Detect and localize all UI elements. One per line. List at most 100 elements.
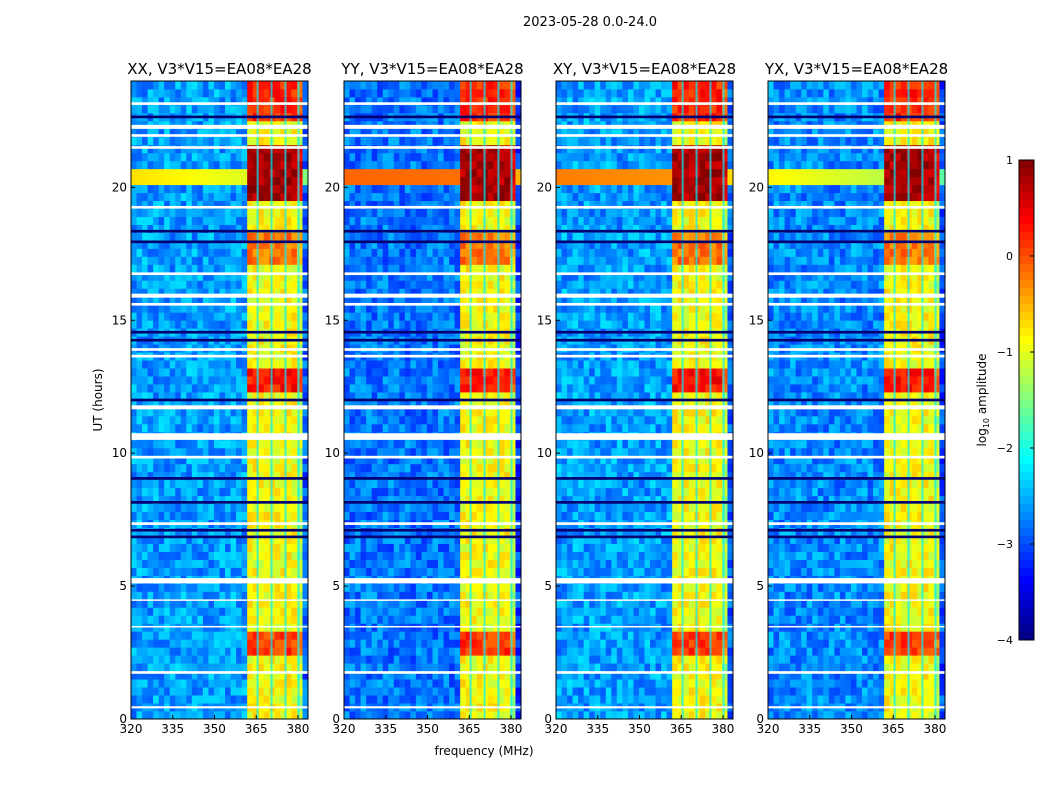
heatmap-cell — [169, 535, 176, 544]
heatmap-cell — [208, 224, 215, 233]
heatmap-cell — [197, 248, 204, 257]
heatmap-cell — [291, 136, 298, 146]
heatmap-cell — [225, 511, 231, 521]
heatmap-cell — [498, 128, 505, 138]
heatmap-cell — [415, 671, 422, 680]
heatmap-cell — [169, 208, 176, 217]
heatmap-cell — [236, 200, 243, 210]
heatmap-cell — [208, 240, 215, 249]
heatmap-cell — [377, 288, 384, 297]
heatmap-cell — [487, 591, 494, 600]
heatmap-cell — [460, 128, 467, 138]
heatmap-cell — [371, 264, 378, 273]
heatmap-cell — [355, 200, 361, 210]
heatmap-cell — [208, 296, 215, 305]
heatmap-cell — [131, 623, 137, 632]
heatmap-cell — [410, 591, 417, 600]
heatmap-cell — [252, 216, 259, 225]
heatmap-cell — [164, 607, 171, 616]
heatmap-cell — [225, 527, 231, 536]
heatmap-cell — [296, 304, 303, 313]
heatmap-cell — [438, 384, 444, 393]
heatmap-cell — [399, 671, 406, 680]
heatmap-cell — [197, 487, 204, 497]
heatmap-cell — [164, 527, 171, 536]
heatmap-cell — [493, 559, 500, 568]
heatmap-cell — [296, 671, 303, 680]
heatmap-cell — [191, 615, 198, 624]
heatmap-cell — [147, 232, 154, 241]
heatmap-cell — [393, 511, 400, 521]
heatmap-cell — [399, 551, 406, 560]
heatmap-cell — [360, 144, 367, 154]
heatmap-cell — [504, 623, 511, 632]
heatmap-cell — [186, 463, 193, 473]
heatmap-cell — [399, 655, 406, 664]
heatmap-cell — [393, 168, 400, 178]
heatmap-cell — [164, 208, 171, 217]
heatmap-cell — [153, 591, 160, 600]
heatmap-cell — [509, 631, 516, 640]
heatmap-cell — [169, 280, 176, 289]
heatmap-cell — [487, 511, 494, 521]
heatmap-cell — [410, 144, 417, 154]
heatmap-cell — [366, 631, 373, 640]
heatmap-cell — [136, 296, 143, 305]
heatmap-cell — [274, 288, 281, 297]
heatmap-cell — [487, 479, 494, 489]
heatmap-cell — [180, 176, 187, 186]
heatmap-cell — [377, 232, 384, 241]
heatmap-cell — [460, 695, 467, 704]
heatmap-cell — [404, 551, 411, 560]
heatmap-cell — [371, 208, 378, 217]
heatmap-cell — [191, 104, 198, 114]
heatmap-cell — [465, 224, 472, 233]
heatmap-cell — [432, 288, 439, 297]
heatmap-cell — [355, 599, 361, 608]
heatmap-cell — [291, 687, 298, 696]
heatmap-cell — [426, 695, 433, 704]
heatmap-cell — [219, 320, 226, 329]
heatmap-cell — [449, 559, 456, 568]
heatmap-cell — [504, 647, 511, 656]
heatmap-cell — [252, 455, 259, 465]
flagged-row — [131, 599, 308, 601]
heatmap-cell — [432, 400, 439, 409]
heatmap-cell — [285, 655, 292, 664]
heatmap-cell — [186, 392, 193, 401]
heatmap-cell — [476, 599, 483, 608]
heatmap-cell — [131, 264, 137, 273]
heatmap-cell — [388, 168, 395, 178]
heatmap-cell — [274, 535, 281, 544]
heatmap-cell — [175, 168, 182, 178]
heatmap-cell — [493, 272, 500, 281]
heatmap-cell — [454, 240, 461, 249]
heatmap-cell — [344, 415, 350, 425]
heatmap-cell — [432, 543, 439, 552]
heatmap-cell — [197, 599, 204, 608]
heatmap-cell — [285, 695, 292, 704]
heatmap-cell — [509, 392, 516, 401]
heatmap-cell — [169, 248, 176, 257]
heatmap-cell — [460, 280, 467, 289]
heatmap-cell — [360, 320, 367, 329]
heatmap-cell — [449, 376, 456, 385]
heatmap-cell — [169, 695, 176, 704]
heatmap-cell — [241, 655, 248, 664]
heatmap-cell — [454, 527, 461, 536]
heatmap-cell — [291, 439, 298, 449]
heatmap-cell — [421, 463, 428, 473]
heatmap-cell — [285, 567, 292, 576]
heatmap-cell — [291, 711, 298, 720]
heatmap-cell — [476, 144, 483, 154]
heatmap-cell — [515, 192, 522, 202]
heatmap-cell — [274, 240, 281, 249]
heatmap-cell — [515, 208, 522, 217]
heatmap-cell — [404, 360, 411, 369]
heatmap-cell — [131, 232, 137, 241]
heatmap-cell — [142, 599, 148, 608]
heatmap-cell — [415, 447, 422, 457]
heatmap-cell — [366, 304, 373, 313]
heatmap-cell — [136, 104, 143, 114]
heatmap-cell — [504, 447, 511, 457]
